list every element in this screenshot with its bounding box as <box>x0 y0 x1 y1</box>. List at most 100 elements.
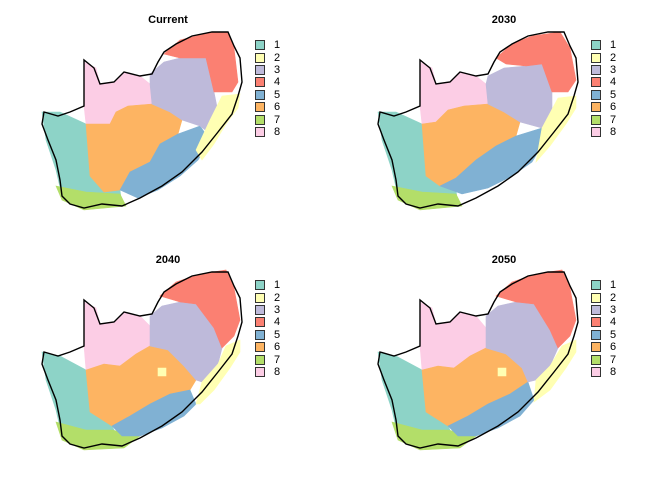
legend-label: 3 <box>274 303 281 316</box>
legend-item-8: 8 <box>591 126 616 138</box>
legend-swatch <box>255 52 265 63</box>
legend-item-8: 8 <box>255 126 280 138</box>
legend-swatch <box>591 354 601 365</box>
cluster-region-2 <box>497 367 507 377</box>
cluster-map <box>377 269 579 451</box>
cluster-map <box>41 31 243 211</box>
legend-swatch <box>591 89 601 100</box>
legend-label: 2 <box>610 51 617 64</box>
legend-label: 3 <box>610 303 617 316</box>
legend-swatch <box>591 292 601 303</box>
legend-label: 7 <box>610 113 617 126</box>
legend-item-6: 6 <box>591 101 616 113</box>
legend-label: 3 <box>610 63 617 76</box>
legend-label: 7 <box>274 113 281 126</box>
legend-swatch <box>591 342 601 353</box>
legend-swatch <box>255 40 265 51</box>
legend-swatch <box>591 126 601 137</box>
cluster-region-3 <box>485 301 559 383</box>
legend-swatch <box>255 89 265 100</box>
cluster-region-3 <box>485 63 553 129</box>
legend-swatch <box>591 366 601 377</box>
legend-item-1: 1 <box>591 279 616 291</box>
legend-swatch <box>255 292 265 303</box>
legend-label: 5 <box>610 88 617 101</box>
legend-label: 6 <box>610 341 617 354</box>
legend-item-3: 3 <box>255 64 280 76</box>
legend-swatch <box>255 329 265 340</box>
legend-swatch <box>255 317 265 328</box>
legend-label: 1 <box>610 279 617 292</box>
panel-title: 2030 <box>491 14 517 26</box>
legend-swatch <box>255 102 265 113</box>
legend-label: 8 <box>274 365 281 378</box>
legend-label: 7 <box>274 353 281 366</box>
legend-label: 6 <box>274 341 281 354</box>
cluster-region-3 <box>181 71 201 87</box>
legend-swatch <box>591 64 601 75</box>
cluster-region-3 <box>149 301 223 383</box>
legend-item-1: 1 <box>591 39 616 51</box>
legend-item-2: 2 <box>255 291 281 304</box>
country-outline <box>41 31 243 209</box>
legend-item-6: 6 <box>255 101 280 113</box>
legend-item-6: 6 <box>255 341 280 353</box>
legend-swatch <box>255 114 265 125</box>
cluster-map <box>377 31 579 211</box>
legend-label: 1 <box>274 279 281 292</box>
legend-label: 8 <box>274 125 281 138</box>
legend-item-3: 3 <box>591 64 616 76</box>
legend-swatch <box>255 354 265 365</box>
cluster-region-2 <box>195 93 241 161</box>
legend-item-7: 7 <box>255 113 281 126</box>
legend-item-4: 4 <box>255 76 280 88</box>
legend-swatch <box>255 126 265 137</box>
legend-swatch <box>591 304 601 315</box>
legend-swatch <box>591 114 601 125</box>
legend-item-1: 1 <box>255 39 280 51</box>
legend-item-8: 8 <box>591 366 616 378</box>
legend-swatch <box>591 52 601 63</box>
legend-item-3: 3 <box>255 304 280 316</box>
legend-item-7: 7 <box>255 353 281 366</box>
legend-swatch <box>591 102 601 113</box>
panel-title: 2050 <box>491 254 517 266</box>
legend-label: 4 <box>274 76 281 89</box>
legend-item-2: 2 <box>255 51 280 64</box>
legend-item-7: 7 <box>591 353 616 366</box>
legend-swatch <box>255 64 265 75</box>
legend-label: 4 <box>610 76 617 89</box>
legend-label: 4 <box>274 316 281 329</box>
legend-label: 2 <box>610 291 617 304</box>
legend-swatch <box>255 280 265 291</box>
legend-label: 5 <box>274 88 281 101</box>
legend-label: 2 <box>274 291 281 304</box>
legend-label: 1 <box>610 39 617 52</box>
legend-item-5: 5 <box>591 329 616 341</box>
country-outline <box>377 31 579 209</box>
country-outline <box>377 271 579 449</box>
legend-swatch <box>591 280 601 291</box>
legend-label: 1 <box>274 39 281 52</box>
legend-label: 8 <box>610 365 617 378</box>
legend-swatch <box>255 366 265 377</box>
panel-title: Current <box>148 14 188 26</box>
cluster-map <box>41 269 243 451</box>
legend-item-5: 5 <box>255 89 280 101</box>
legend-label: 4 <box>610 316 617 329</box>
legend-item-5: 5 <box>591 89 616 101</box>
legend-item-7: 7 <box>591 113 617 126</box>
legend-item-6: 6 <box>591 341 616 353</box>
legend-label: 6 <box>274 101 281 114</box>
legend-item-1: 1 <box>255 279 280 291</box>
legend-label: 3 <box>274 63 281 76</box>
legend-label: 5 <box>610 328 617 341</box>
